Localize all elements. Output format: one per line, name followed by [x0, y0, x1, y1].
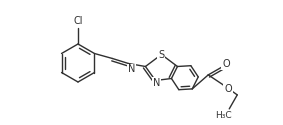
Text: Cl: Cl [73, 16, 83, 26]
Text: H₃C: H₃C [215, 111, 231, 120]
Text: O: O [224, 84, 232, 94]
Text: N: N [128, 64, 135, 74]
Text: S: S [158, 50, 164, 59]
Text: O: O [222, 59, 230, 69]
Text: N: N [153, 78, 160, 88]
